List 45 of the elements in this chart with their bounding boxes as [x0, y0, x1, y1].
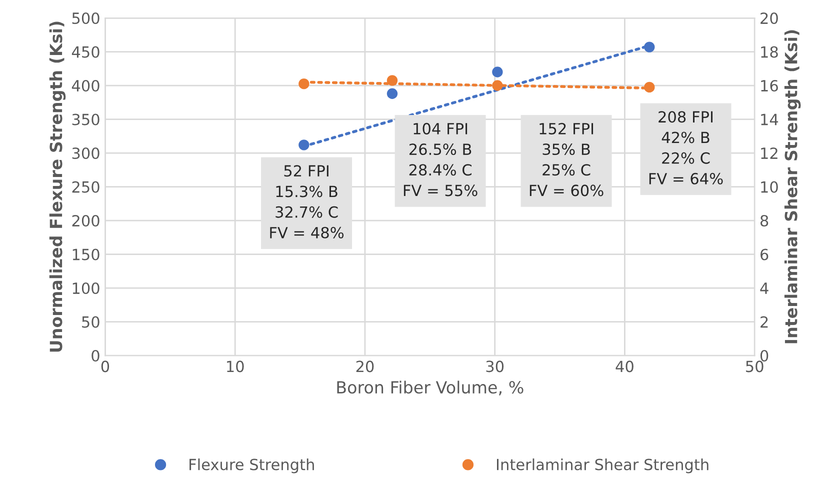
point — [386, 75, 398, 86]
x-tick-label: 50 — [746, 360, 764, 372]
y2-tick-label: 16 — [761, 80, 778, 92]
y-tick-label: 100 — [72, 282, 100, 294]
legend-label: Interlaminar Shear Strength — [496, 458, 708, 474]
point — [492, 66, 503, 78]
x-tick-label: 0 — [101, 360, 110, 372]
legend-label: Flexure Strength — [190, 458, 314, 474]
y2-tick-label: 4 — [760, 282, 768, 294]
y2-tick-label: 10 — [761, 181, 778, 193]
y2-tick-label: 12 — [761, 147, 778, 159]
y-tick-label: 400 — [72, 80, 100, 92]
x-axis-title: Boron Fiber Volume, % — [337, 380, 524, 396]
x-tick-label: 40 — [616, 360, 634, 372]
y2-tick-label: 20 — [760, 12, 778, 24]
point — [298, 78, 310, 90]
point — [644, 82, 655, 93]
y2-tick-label: 0 — [760, 350, 768, 362]
point — [492, 80, 503, 91]
y2-tick-label: 6 — [760, 248, 768, 260]
y2-tick-label: 8 — [760, 214, 768, 227]
y-tick-label: 150 — [72, 248, 100, 260]
point — [386, 88, 398, 99]
y-tick-label: 200 — [72, 214, 100, 227]
y-tick-label: 0 — [92, 350, 100, 362]
y-tick-label: 450 — [72, 46, 100, 58]
y2-tick-label: 18 — [761, 46, 778, 58]
y2-tick-label: 2 — [760, 316, 768, 328]
annotation: 152 FPI 35% B 25% C FV = 60% — [530, 122, 604, 196]
y-tick-label: 250 — [72, 181, 100, 193]
y2-tick-label: 14 — [761, 114, 778, 126]
y-tick-label: 50 — [82, 316, 100, 328]
y-tick-label: 350 — [72, 114, 100, 126]
y-tick-label: 300 — [72, 147, 100, 160]
annotation: 104 FPI 26.5% B 28.4% C FV = 55% — [404, 122, 478, 196]
y-axis-title: Unormalized Flexure Strength (Ksi) — [49, 22, 66, 352]
annotation: 208 FPI 42% B 22% C FV = 64% — [649, 111, 723, 184]
annotation: 52 FPI 15.3% B 32.7% C FV = 48% — [270, 165, 344, 238]
x-tick-label: 20 — [356, 360, 374, 372]
y2-axis-title: Interlaminar Shear Strength (Ksi) — [784, 30, 801, 344]
y-tick-label: 500 — [72, 12, 100, 24]
point — [298, 140, 310, 150]
x-tick-label: 30 — [486, 360, 504, 372]
point — [644, 42, 655, 52]
x-tick-label: 10 — [227, 360, 244, 372]
